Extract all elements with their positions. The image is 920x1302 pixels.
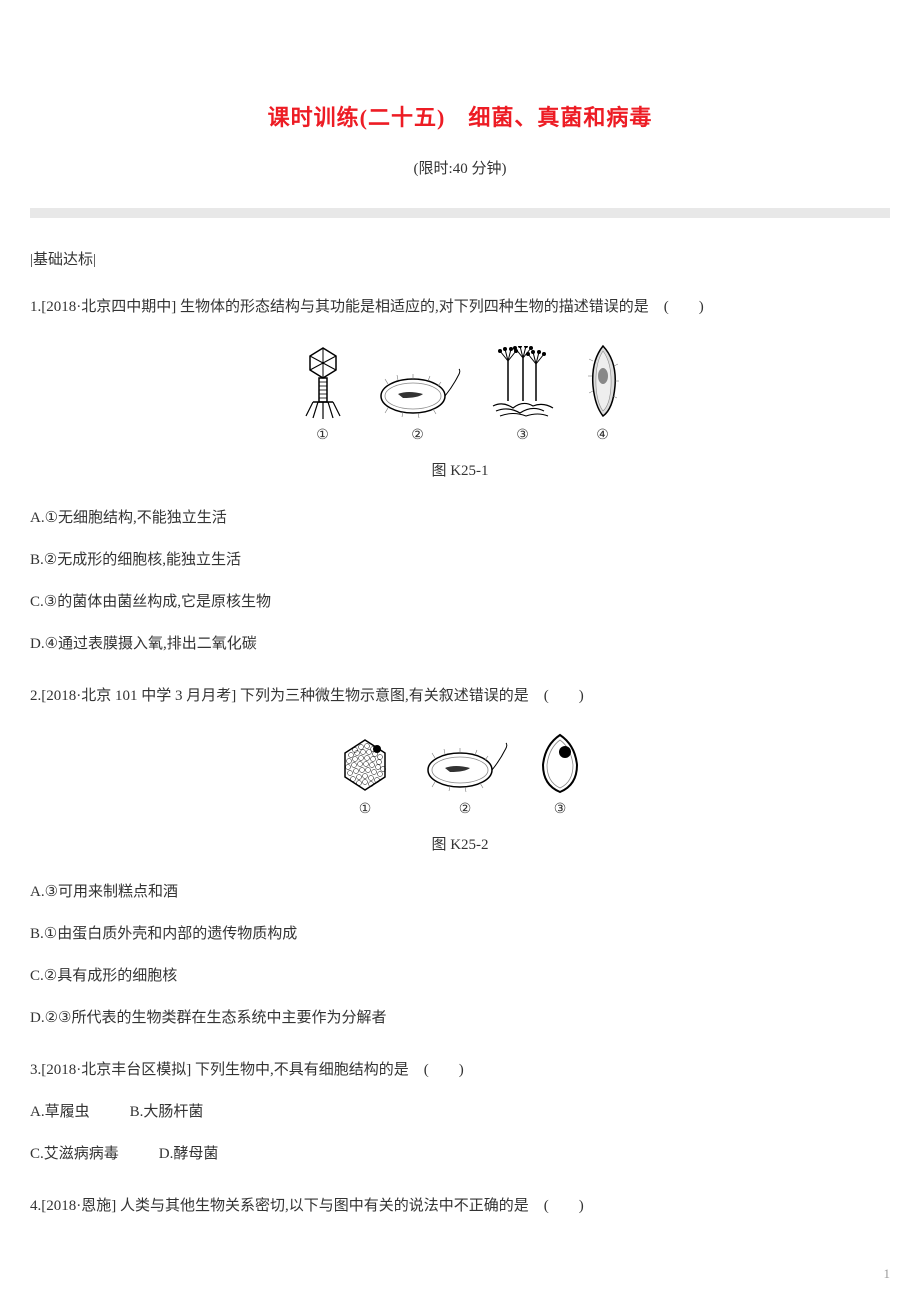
question-4-text: 4.[2018·恩施] 人类与其他生物关系密切,以下与图中有关的说法中不正确的是…: [30, 1193, 890, 1220]
section-label: |基础达标|: [30, 248, 890, 269]
question-4-body: 人类与其他生物关系密切,以下与图中有关的说法中不正确的是 ( ): [120, 1198, 584, 1214]
q2-option-a: A.③可用来制糕点和酒: [30, 879, 890, 906]
question-1-body: 生物体的形态结构与其功能是相适应的,对下列四种生物的描述错误的是 ( ): [180, 299, 704, 315]
figure-2-label-1: ①: [335, 797, 395, 822]
figure-1-label-2: ②: [373, 423, 463, 448]
figure-1-label-1: ①: [298, 423, 348, 448]
question-3-body: 下列生物中,不具有细胞结构的是 ( ): [195, 1062, 464, 1078]
q1-option-c: C.③的菌体由菌丝构成,它是原核生物: [30, 589, 890, 616]
question-2-body: 下列为三种微生物示意图,有关叙述错误的是 ( ): [240, 688, 584, 704]
q1-option-d: D.④通过表膜摄入氧,排出二氧化碳: [30, 631, 890, 658]
question-4-source: 4.[2018·恩施]: [30, 1198, 120, 1214]
figure-1-label-4: ④: [583, 423, 623, 448]
question-4: 4.[2018·恩施] 人类与其他生物关系密切,以下与图中有关的说法中不正确的是…: [30, 1193, 890, 1220]
bacteriophage-icon: [298, 346, 348, 421]
q2-option-c: C.②具有成形的细胞核: [30, 963, 890, 990]
figure-1-caption: 图 K25-1: [30, 458, 890, 485]
question-1-source: 1.[2018·北京四中期中]: [30, 299, 180, 315]
divider: [30, 208, 890, 218]
figure-1: ① ②: [30, 341, 890, 485]
q2-option-d: D.②③所代表的生物类群在生态系统中主要作为分解者: [30, 1005, 890, 1032]
q3-option-c: C.艾滋病病毒: [30, 1141, 119, 1168]
question-3-text: 3.[2018·北京丰台区模拟] 下列生物中,不具有细胞结构的是 ( ): [30, 1057, 890, 1084]
q3-option-d: D.酵母菌: [159, 1141, 219, 1168]
page-number: 1: [884, 1266, 891, 1282]
time-limit: (限时:40 分钟): [30, 157, 890, 178]
bacterium-icon: [373, 366, 463, 421]
figure-2: ① ②: [30, 730, 890, 859]
question-1: 1.[2018·北京四中期中] 生物体的形态结构与其功能是相适应的,对下列四种生…: [30, 294, 890, 658]
figure-2-caption: 图 K25-2: [30, 832, 890, 859]
paramecium-icon: [583, 341, 623, 421]
yeast-icon: [535, 730, 585, 795]
q2-option-b: B.①由蛋白质外壳和内部的遗传物质构成: [30, 921, 890, 948]
figure-2-label-3: ③: [535, 797, 585, 822]
q1-option-a: A.①无细胞结构,不能独立生活: [30, 505, 890, 532]
figure-2-label-2: ②: [420, 797, 510, 822]
virus-icon: [335, 735, 395, 795]
page-title: 课时训练(二十五) 细菌、真菌和病毒: [30, 100, 890, 132]
q3-option-a: A.草履虫: [30, 1099, 90, 1126]
bacterium-icon-2: [420, 740, 510, 795]
mold-icon: [488, 346, 558, 421]
question-2-source: 2.[2018·北京 101 中学 3 月月考]: [30, 688, 240, 704]
question-2-text: 2.[2018·北京 101 中学 3 月月考] 下列为三种微生物示意图,有关叙…: [30, 683, 890, 710]
question-1-text: 1.[2018·北京四中期中] 生物体的形态结构与其功能是相适应的,对下列四种生…: [30, 294, 890, 321]
question-2: 2.[2018·北京 101 中学 3 月月考] 下列为三种微生物示意图,有关叙…: [30, 683, 890, 1032]
q3-option-b: B.大肠杆菌: [130, 1099, 204, 1126]
figure-1-label-3: ③: [488, 423, 558, 448]
q1-option-b: B.②无成形的细胞核,能独立生活: [30, 547, 890, 574]
question-3: 3.[2018·北京丰台区模拟] 下列生物中,不具有细胞结构的是 ( ) A.草…: [30, 1057, 890, 1168]
question-3-source: 3.[2018·北京丰台区模拟]: [30, 1062, 195, 1078]
